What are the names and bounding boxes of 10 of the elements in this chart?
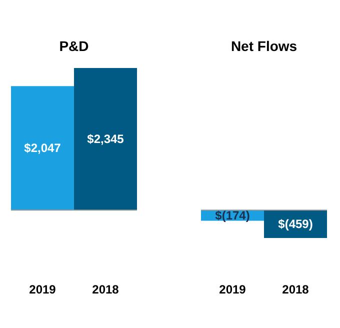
data-label: $(459) (278, 217, 313, 232)
chart-title: Net Flows (230, 38, 298, 54)
x-tick-label: 2019 (29, 282, 56, 296)
data-label: $2,047 (24, 141, 62, 156)
data-label: $2,345 (87, 132, 124, 146)
x-tick-label: 2018 (282, 282, 310, 296)
chart-title: P&D (59, 38, 89, 54)
x-tick-label: 2019 (219, 282, 246, 296)
x-tick-label: 2018 (92, 282, 120, 296)
data-label: $(174) (215, 208, 250, 222)
